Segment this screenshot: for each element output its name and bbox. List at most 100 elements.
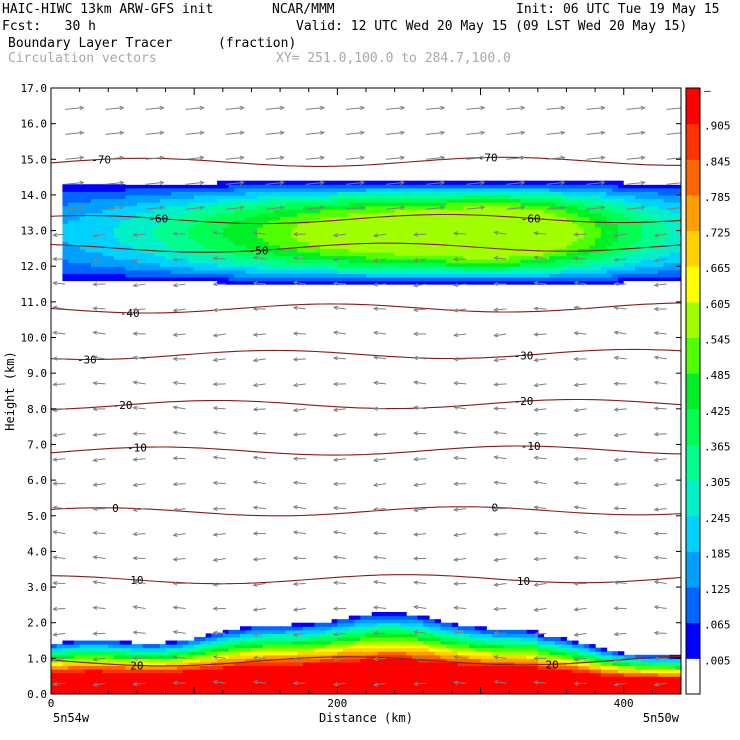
tracer-cell <box>245 683 253 688</box>
tracer-cell <box>188 654 195 659</box>
tracer-cell <box>171 647 178 652</box>
tracer-cell <box>188 234 195 239</box>
tracer-cell <box>114 266 121 271</box>
tracer-cell <box>320 241 327 246</box>
tracer-cell <box>354 223 361 228</box>
tracer-cell <box>555 273 562 278</box>
tracer-cell <box>520 661 527 667</box>
tracer-cell <box>79 248 86 253</box>
tracer-cell <box>240 230 247 235</box>
tracer-cell <box>440 230 447 235</box>
tracer-cell <box>463 647 470 652</box>
tracer-cell <box>79 219 86 225</box>
tracer-cell <box>652 237 659 242</box>
tracer-cell <box>337 248 344 253</box>
tracer-cell <box>377 248 384 253</box>
tracer-cell <box>566 187 573 192</box>
tracer-cell <box>509 636 516 642</box>
tracer-cell <box>486 266 493 271</box>
tracer-cell <box>182 234 190 239</box>
tracer-cell <box>188 665 195 670</box>
tracer-cell <box>520 219 527 225</box>
tracer-cell <box>188 248 195 253</box>
tracer-cell <box>526 633 533 638</box>
tracer-cell <box>566 191 573 196</box>
tracer-cell <box>629 251 636 257</box>
tracer-cell <box>73 198 81 203</box>
tracer-cell <box>509 230 516 235</box>
tracer-cell <box>572 690 579 694</box>
tracer-cell <box>131 686 138 692</box>
tracer-cell <box>434 216 442 221</box>
tracer-cell <box>463 665 470 670</box>
tracer-cell <box>411 665 419 670</box>
tracer-cell <box>182 209 190 214</box>
tracer-cell <box>348 194 356 200</box>
tracer-cell <box>595 184 602 189</box>
tracer-cell <box>463 626 470 631</box>
tracer-cell <box>486 255 493 260</box>
tracer-cell <box>131 690 138 694</box>
tracer-cell <box>148 690 155 694</box>
tracer-cell <box>211 647 218 652</box>
tracer-cell <box>285 690 293 694</box>
tracer-cell <box>251 191 258 196</box>
tracer-cell <box>291 241 298 246</box>
tracer-cell <box>320 651 327 656</box>
tracer-cell <box>325 676 333 681</box>
tracer-cell <box>623 234 631 239</box>
tracer-cell <box>73 230 81 235</box>
tracer-cell <box>251 636 258 642</box>
tracer-cell <box>532 629 539 634</box>
tracer-cell <box>211 223 218 228</box>
tracer-cell <box>251 198 258 203</box>
tracer-cell <box>486 686 493 692</box>
tracer-cell <box>114 647 121 652</box>
tracer-cell <box>182 683 190 688</box>
tracer-cell <box>532 244 539 250</box>
tracer-cell <box>205 209 212 214</box>
tracer-cell <box>291 198 298 203</box>
tracer-cell <box>297 658 304 663</box>
tracer-cell <box>549 209 556 214</box>
tracer-cell <box>154 255 161 260</box>
tracer-cell <box>629 237 636 242</box>
tracer-cell <box>142 683 149 688</box>
tracer-cell <box>297 255 304 260</box>
tracer-cell <box>194 259 201 264</box>
tracer-cell <box>274 626 281 631</box>
tracer-cell <box>119 640 127 645</box>
tracer-cell <box>383 223 390 228</box>
tracer-cell <box>618 237 625 242</box>
tracer-cell <box>623 191 631 196</box>
tracer-cell <box>509 187 516 192</box>
tracer-cell <box>480 672 487 677</box>
tracer-cell <box>199 241 207 246</box>
tracer-cell <box>85 184 92 189</box>
tracer-cell <box>509 690 516 694</box>
tracer-cell <box>136 184 144 189</box>
tracer-cell <box>669 227 676 232</box>
tracer-cell <box>463 269 470 274</box>
tracer-cell <box>211 227 218 232</box>
tracer-cell <box>612 690 619 694</box>
tracer-cell <box>297 654 304 659</box>
tracer-cell <box>291 651 298 656</box>
tracer-cell <box>583 676 590 681</box>
tracer-cell <box>549 647 556 652</box>
tracer-cell <box>108 241 115 246</box>
tracer-cell <box>589 686 596 692</box>
tracer-cell <box>320 622 327 627</box>
tracer-cell <box>234 676 241 681</box>
tracer-cell <box>165 651 172 656</box>
tracer-cell <box>497 212 505 217</box>
tracer-cell <box>652 276 659 282</box>
tracer-cell <box>417 234 424 239</box>
tracer-cell <box>257 629 264 634</box>
tracer-cell <box>165 266 172 271</box>
tracer-cell <box>245 647 253 652</box>
tracer-cell <box>343 194 350 200</box>
tracer-cell <box>400 629 407 634</box>
tracer-cell <box>646 262 653 267</box>
tracer-cell <box>251 269 258 274</box>
